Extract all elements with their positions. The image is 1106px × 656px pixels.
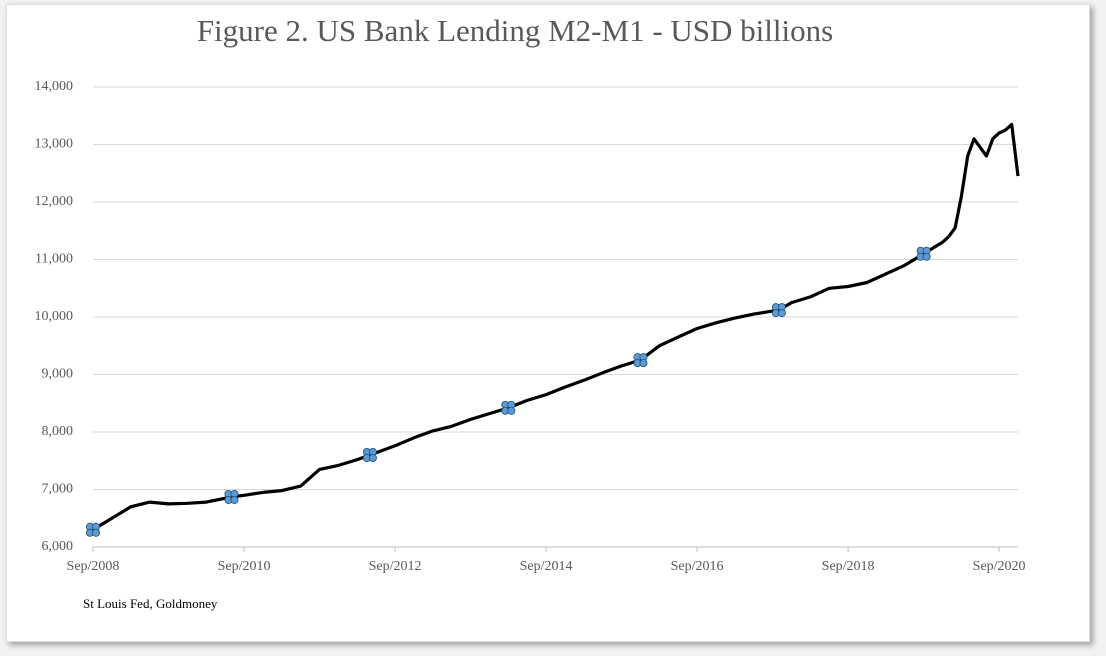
y-tick-label: 11,000: [35, 252, 73, 267]
chart-title: Figure 2. US Bank Lending M2-M1 - USD bi…: [197, 13, 833, 48]
marker-dot: [922, 252, 931, 261]
marker-dot: [230, 495, 239, 504]
marker-dot: [507, 406, 516, 415]
y-tick-label: 14,000: [35, 79, 74, 94]
marker-dot: [368, 453, 377, 462]
y-tick-label: 6,000: [42, 539, 74, 554]
marker: [501, 400, 516, 415]
y-tick-label: 13,000: [35, 137, 74, 152]
marker-dot: [639, 359, 648, 368]
marker: [916, 246, 931, 261]
source-note: St Louis Fed, Goldmoney: [83, 596, 218, 611]
x-tick-label: Sep/2010: [218, 559, 271, 574]
x-tick-label: Sep/2016: [671, 559, 724, 574]
x-tick-label: Sep/2012: [369, 559, 422, 574]
y-tick-label: 7,000: [42, 482, 74, 497]
x-tick-label: Sep/2014: [520, 559, 573, 574]
marker: [633, 353, 648, 368]
x-tick-label: Sep/2018: [822, 559, 875, 574]
y-tick-label: 9,000: [42, 367, 74, 382]
x-tick-label: Sep/2020: [973, 559, 1026, 574]
y-tick-label: 12,000: [35, 194, 74, 209]
x-tick-label: Sep/2008: [67, 559, 120, 574]
y-tick-label: 10,000: [35, 309, 74, 324]
marker: [362, 447, 377, 462]
marker-dot: [92, 528, 101, 537]
series-line: [92, 122, 1020, 532]
marker-dot: [777, 309, 786, 318]
y-tick-label: 8,000: [42, 424, 74, 439]
marker: [771, 303, 786, 318]
chart-card: [6, 4, 1090, 642]
marker: [86, 522, 101, 537]
marker: [224, 489, 239, 504]
